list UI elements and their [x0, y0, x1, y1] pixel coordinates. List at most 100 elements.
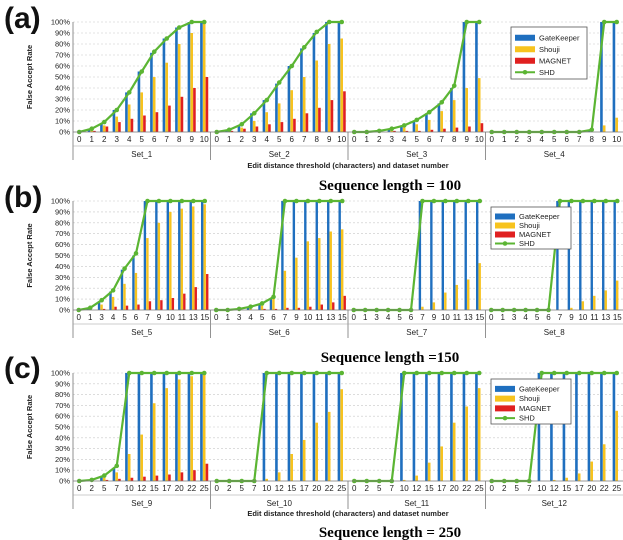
bar-shouji [465, 88, 468, 132]
y-tick-label: 30% [55, 444, 70, 453]
bar-shouji [582, 301, 584, 310]
shd-point [443, 199, 448, 204]
shd-point [377, 129, 382, 134]
bar-gatekeeper [200, 22, 203, 132]
x-tick-label: 22 [462, 484, 471, 493]
x-tick-label: 17 [162, 484, 171, 493]
legend-label: GateKeeper [519, 212, 560, 221]
bar-magnet [126, 306, 128, 310]
bar-shouji [328, 44, 331, 132]
group-Set_7: 0 1 3 4 5 6 7 9 10 11 13 15Set_7 [351, 199, 484, 337]
x-tick-label: 5 [415, 135, 420, 144]
shd-point [589, 128, 594, 133]
x-tick-label: 15 [425, 484, 434, 493]
shd-point [177, 371, 182, 376]
x-tick-label: 9 [157, 313, 162, 322]
bar-magnet [268, 124, 271, 132]
shd-point [283, 199, 288, 204]
bar-shouji [479, 263, 481, 310]
x-tick-label: 20 [175, 484, 184, 493]
y-tick-label: 0% [59, 128, 70, 137]
x-tick-label: 4 [111, 313, 116, 322]
shd-point [289, 64, 294, 69]
x-tick-label: 22 [325, 484, 334, 493]
x-tick-label: 0 [215, 135, 220, 144]
shd-point [168, 199, 173, 204]
bar-shouji [290, 454, 293, 481]
bar-gatekeeper [430, 201, 432, 310]
x-tick-label: 4 [386, 313, 391, 322]
panel-label: (a) [4, 2, 41, 35]
shd-point [581, 199, 586, 204]
x-tick-label: 11 [590, 313, 599, 322]
x-tick-label: 6 [546, 313, 551, 322]
x-tick-label: 5 [535, 313, 540, 322]
bar-gatekeeper [313, 373, 316, 481]
x-tick-label: 0 [352, 135, 357, 144]
x-tick-label: 15 [150, 484, 159, 493]
x-tick-label: 5 [122, 313, 127, 322]
shd-point [289, 371, 294, 376]
bar-shouji [478, 78, 481, 132]
bar-magnet [443, 129, 446, 132]
bar-gatekeeper [293, 201, 295, 310]
bar-gatekeeper [453, 201, 455, 310]
y-tick-label: 20% [55, 455, 70, 464]
shd-point [466, 199, 471, 204]
shd-point [302, 45, 307, 50]
legend-swatch-shouji [515, 46, 535, 52]
shd-point [602, 371, 607, 376]
x-tick-label: 6 [134, 313, 139, 322]
shd-point [271, 295, 276, 300]
bar-gatekeeper [163, 373, 166, 481]
shd-point [339, 20, 344, 25]
bar-shouji [190, 33, 193, 132]
bar-gatekeeper [138, 373, 141, 481]
panel-label: (c) [4, 352, 41, 385]
x-tick-label: 17 [575, 484, 584, 493]
x-tick-label: 8 [590, 135, 595, 144]
legend-swatch-magnet [495, 405, 515, 411]
x-tick-label: 1 [502, 135, 507, 144]
bar-gatekeeper [413, 373, 416, 481]
bar-shouji [340, 39, 343, 133]
x-tick-label: 9 [190, 135, 195, 144]
shd-point [139, 371, 144, 376]
bar-gatekeeper [325, 22, 328, 132]
x-tick-label: 15 [287, 484, 296, 493]
y-tick-label: 10% [55, 466, 70, 475]
x-tick-label: 7 [558, 313, 563, 322]
bar-gatekeeper [613, 373, 616, 481]
bar-gatekeeper [438, 373, 441, 481]
bar-magnet [321, 305, 323, 310]
shd-point [127, 371, 132, 376]
bar-shouji [203, 373, 206, 481]
x-tick-label: 10 [537, 484, 546, 493]
group-Set_6: 0 1 3 4 5 6 7 9 10 11 13 15Set_6 [214, 199, 347, 337]
bar-shouji [140, 435, 143, 481]
x-tick-label: 3 [374, 313, 379, 322]
x-tick-label: 6 [271, 313, 276, 322]
bar-shouji [203, 22, 206, 132]
shd-point [564, 371, 569, 376]
shd-point [317, 199, 322, 204]
y-tick-label: 40% [55, 84, 70, 93]
x-tick-label: 25 [475, 484, 484, 493]
bar-shouji [603, 444, 606, 481]
shd-point [414, 371, 419, 376]
bar-gatekeeper [150, 373, 153, 481]
bar-shouji [140, 92, 143, 132]
y-tick-label: 80% [55, 390, 70, 399]
x-tick-label: 7 [527, 484, 532, 493]
bar-shouji [565, 478, 568, 481]
bar-shouji [204, 204, 206, 310]
y-tick-label: 40% [55, 262, 70, 271]
panel-caption: Sequence length = 250 [319, 525, 461, 540]
bar-gatekeeper [270, 299, 272, 310]
x-tick-label: 13 [189, 313, 198, 322]
bar-shouji [593, 296, 595, 310]
x-tick-label: 17 [437, 484, 446, 493]
chart-panel-3: (c)0%10%20%30%40%50%60%70%80%90%100%Fals… [4, 352, 623, 540]
bar-shouji [603, 125, 606, 132]
